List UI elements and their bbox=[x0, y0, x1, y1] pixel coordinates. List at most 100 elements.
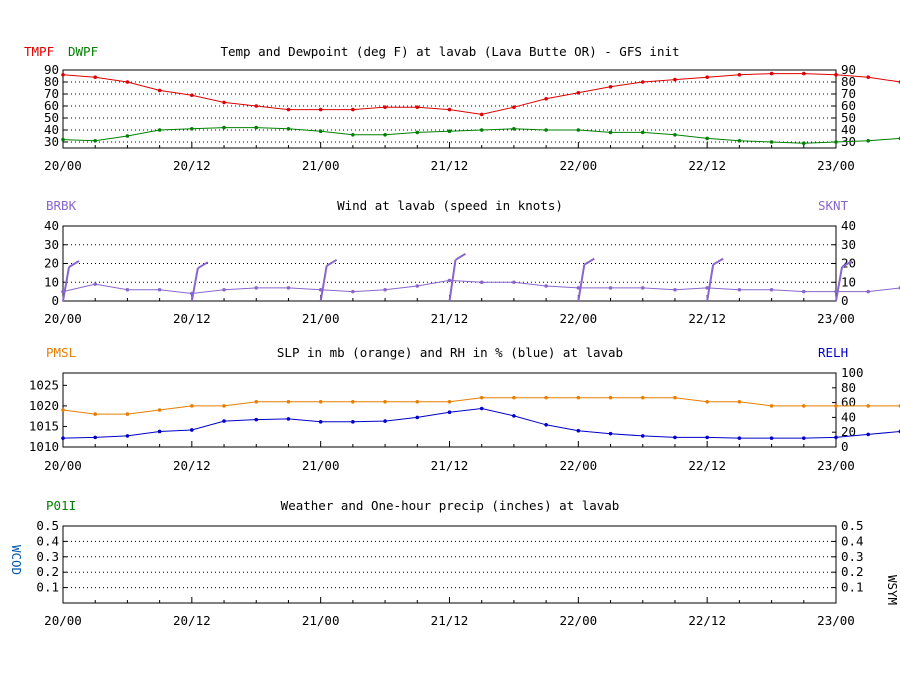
dwpf-point bbox=[640, 130, 645, 135]
dwpf-point bbox=[866, 139, 871, 143]
y-tick-label-left: 80 bbox=[44, 74, 59, 89]
relh-point bbox=[512, 414, 516, 418]
tmpf-point bbox=[479, 112, 484, 117]
pmsl-point bbox=[157, 408, 162, 412]
relh-point bbox=[834, 435, 838, 440]
y-tick-label-right: 0 bbox=[841, 439, 849, 454]
x-tick-label: 23/00 bbox=[817, 158, 855, 173]
dwpf-point bbox=[254, 125, 259, 130]
x-tick-label: 22/12 bbox=[688, 458, 726, 473]
y-tick-label-left: 0 bbox=[51, 293, 59, 308]
temp-x-ticks: 20/00 20/12 21/00 21/12 22/00 22/12 23/00 bbox=[44, 142, 855, 173]
relh-point bbox=[705, 435, 709, 440]
sknt-point bbox=[608, 286, 613, 290]
pmsl-point bbox=[383, 399, 387, 404]
x-tick-label: 22/12 bbox=[688, 613, 726, 628]
precip-left-label: P01I bbox=[46, 498, 76, 513]
sknt-point bbox=[737, 287, 742, 292]
pmsl-point bbox=[834, 404, 838, 408]
sknt-point bbox=[640, 286, 645, 290]
sknt-point bbox=[93, 282, 98, 286]
y-tick-label-right: 40 bbox=[841, 122, 856, 137]
pmsl-point bbox=[737, 399, 742, 404]
x-tick-label: 23/00 bbox=[817, 458, 855, 473]
sknt-point bbox=[834, 289, 838, 294]
temp-panel-title: Temp and Dewpoint (deg F) at lavab (Lava… bbox=[220, 44, 679, 59]
sknt-point bbox=[318, 287, 323, 292]
dwpf-point bbox=[190, 127, 194, 131]
tmpf-point bbox=[608, 85, 613, 89]
tmpf-point bbox=[190, 93, 194, 97]
y-tick-label-left: 40 bbox=[44, 122, 59, 137]
sknt-point bbox=[801, 289, 806, 294]
y-tick-label-right: 0 bbox=[841, 293, 849, 308]
relh-line bbox=[62, 407, 900, 439]
sknt-point bbox=[673, 287, 677, 292]
wsym-vertical-label: WSYM bbox=[885, 575, 900, 605]
y-tick-label-right: 0.3 bbox=[841, 549, 864, 564]
sknt-point bbox=[286, 286, 291, 290]
tmpf-line bbox=[62, 73, 900, 115]
pmsl-line bbox=[62, 397, 900, 415]
x-tick-label: 22/00 bbox=[560, 613, 598, 628]
x-tick-label: 21/00 bbox=[302, 458, 340, 473]
tmpf-point bbox=[769, 71, 774, 76]
relh-point bbox=[254, 417, 259, 422]
y-tick-label-left: 40 bbox=[44, 218, 59, 233]
x-tick-label: 23/00 bbox=[817, 311, 855, 326]
sknt-point bbox=[512, 280, 516, 285]
y-tick-label-left: 1010 bbox=[29, 439, 59, 454]
y-tick-label-right: 40 bbox=[841, 409, 856, 424]
dwpf-point bbox=[383, 133, 387, 137]
dwpf-point bbox=[222, 125, 226, 130]
x-tick-label: 20/12 bbox=[173, 613, 211, 628]
y-tick-label-right: 60 bbox=[841, 98, 856, 113]
pmsl-point bbox=[866, 404, 871, 408]
sknt-point bbox=[415, 284, 420, 288]
y-tick-label-right: 0.1 bbox=[841, 580, 864, 595]
relh-point bbox=[673, 435, 677, 440]
tmpf-point bbox=[351, 107, 355, 112]
relh-point bbox=[93, 435, 98, 440]
relh-point bbox=[190, 428, 194, 432]
pmsl-point bbox=[125, 412, 130, 416]
precip-plot-frame bbox=[62, 525, 837, 604]
dwpf-point bbox=[125, 134, 130, 138]
y-tick-label-right: 0.2 bbox=[841, 564, 864, 579]
pmsl-point bbox=[351, 399, 355, 404]
pmsl-point bbox=[512, 395, 516, 400]
relh-point bbox=[640, 434, 645, 438]
x-tick-label: 20/00 bbox=[44, 311, 82, 326]
tmpf-point bbox=[157, 88, 162, 93]
pmsl-point bbox=[640, 395, 645, 400]
y-tick-label-left: 60 bbox=[44, 98, 59, 113]
pmsl-point bbox=[576, 395, 581, 400]
dwpf-point bbox=[801, 141, 806, 145]
pmsl-point bbox=[801, 404, 806, 408]
sknt-point bbox=[222, 287, 226, 292]
wind-grid bbox=[63, 225, 836, 302]
precip-x-ticks: 20/00 20/12 21/00 21/12 22/00 22/12 23/00 bbox=[44, 597, 855, 628]
y-tick-label-left: 10 bbox=[44, 274, 59, 289]
y-tick-label-left: 1020 bbox=[29, 398, 59, 413]
tmpf-point bbox=[415, 105, 420, 109]
wind-panel: BRBK Wind at lavab (speed in knots) SKNT… bbox=[44, 198, 900, 326]
wind-barb-staff bbox=[190, 268, 199, 302]
wcod-vertical-label: WCOD bbox=[9, 545, 24, 575]
y-tick-label-left: 0.2 bbox=[36, 564, 59, 579]
dwpf-point bbox=[673, 133, 677, 137]
sknt-point bbox=[447, 278, 452, 283]
wind-barb-flag bbox=[454, 252, 467, 261]
sknt-point bbox=[544, 284, 548, 288]
dwpf-point bbox=[769, 140, 774, 144]
dwpf-point bbox=[705, 136, 709, 141]
relh-point bbox=[608, 431, 613, 436]
tmpf-point bbox=[447, 107, 452, 112]
slp-left-label: PMSL bbox=[46, 345, 76, 360]
sknt-point bbox=[157, 287, 162, 292]
precip-y-ticks-right: 0.50.40.30.20.1 bbox=[832, 518, 864, 595]
dwpf-point bbox=[93, 139, 98, 143]
x-tick-label: 21/00 bbox=[302, 311, 340, 326]
